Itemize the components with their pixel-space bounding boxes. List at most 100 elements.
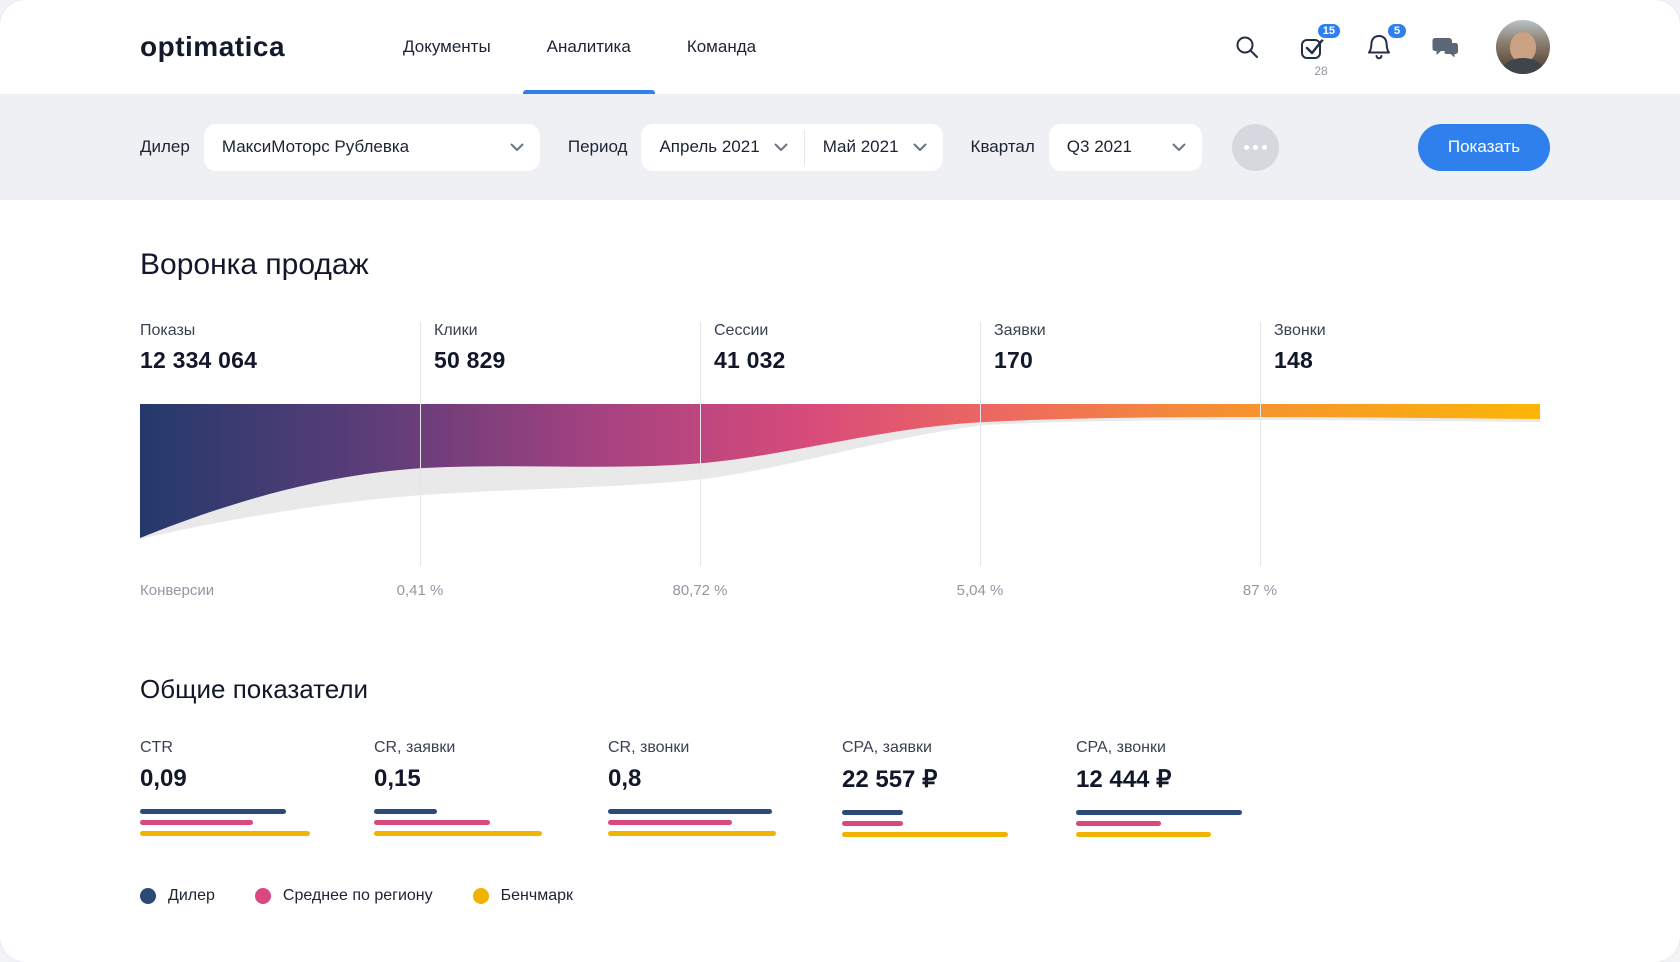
metric-card-cpa-calls: CPA, звонки 12 444 ₽ — [1076, 739, 1294, 843]
notifications-badge: 5 — [1386, 22, 1408, 40]
region-dot-icon — [254, 888, 271, 904]
tasks-button[interactable]: 15 28 — [1298, 22, 1342, 78]
dealer-bar — [842, 810, 904, 815]
metrics-section: Общие показатели CTR 0,09 CR, заявки 0,1… — [140, 674, 1540, 905]
nav-item-label: Команда — [686, 37, 757, 56]
stage-label: Звонки — [1274, 322, 1326, 339]
period-to-value: Май 2021 — [822, 137, 899, 156]
period-select-group: Апрель 2021 Май 2021 — [641, 123, 943, 171]
metric-card-cr-leads: CR, заявки 0,15 — [374, 739, 592, 843]
conversion-value: 80,72 % — [672, 582, 728, 599]
search-button[interactable] — [1232, 32, 1262, 62]
funnel-divider — [700, 322, 701, 566]
funnel-section-title: Воронка продаж — [140, 248, 369, 281]
quarter-filter-label: Квартал — [970, 137, 1035, 156]
metric-label: CPA, звонки — [1076, 739, 1166, 756]
conversions-label: Конверсии — [140, 582, 215, 599]
dealer-bar — [140, 809, 287, 814]
region-bar — [140, 820, 254, 825]
conversions-row: Конверсии 0,41 % 80,72 % 5,04 % 87 % — [140, 582, 1540, 602]
brand-logo: optimatica — [140, 31, 286, 62]
messages-button[interactable] — [1430, 32, 1460, 62]
funnel-divider — [1260, 322, 1261, 566]
user-avatar[interactable] — [1496, 20, 1550, 74]
legend-label: Бенчмарк — [500, 887, 574, 904]
region-bar — [374, 820, 490, 825]
region-bar — [842, 821, 904, 826]
funnel-stage-sessions: Сессии 41 032 — [700, 322, 980, 380]
quarter-select[interactable]: Q3 2021 — [1048, 123, 1202, 171]
metric-value: 12 444 ₽ — [1076, 766, 1172, 793]
stage-label: Показы — [140, 322, 196, 339]
metric-cards: CTR 0,09 CR, заявки 0,15 — [140, 739, 1540, 843]
funnel-stage-calls: Звонки 148 — [1260, 322, 1540, 380]
benchmark-bar — [608, 831, 776, 836]
stage-value: 170 — [994, 347, 1033, 373]
show-button[interactable]: Показать — [1418, 123, 1550, 171]
nav-item-label: Документы — [403, 37, 491, 56]
metric-label: CR, звонки — [608, 739, 690, 756]
nav-item-analytics[interactable]: Аналитика — [522, 0, 656, 94]
dealer-select[interactable]: МаксиМоторс Рублевка — [203, 123, 540, 171]
stage-value: 50 829 — [434, 347, 506, 373]
metric-card-cr-calls: CR, звонки 0,8 — [608, 739, 826, 843]
metric-card-ctr: CTR 0,09 — [140, 739, 358, 843]
metric-value: 0,8 — [608, 765, 642, 792]
conversion-value: 0,41 % — [396, 582, 444, 599]
dealer-filter-label: Дилер — [140, 137, 190, 156]
tasks-count: 28 — [1314, 64, 1328, 78]
period-from-select[interactable]: Апрель 2021 — [641, 124, 803, 171]
dealer-bar — [1076, 810, 1242, 815]
metric-value: 22 557 ₽ — [842, 766, 938, 793]
metric-bars — [140, 809, 358, 836]
region-bar — [608, 820, 733, 825]
legend-item-region: Среднее по региону — [254, 887, 433, 905]
bell-icon — [1368, 35, 1390, 60]
funnel-divider — [980, 322, 981, 566]
period-to-select[interactable]: Май 2021 — [805, 124, 943, 171]
main-nav: Документы Аналитика Команда — [403, 0, 756, 94]
chevron-down-icon — [913, 137, 927, 157]
metric-value: 0,15 — [374, 765, 421, 792]
nav-item-label: Аналитика — [546, 37, 631, 56]
chevron-down-icon — [1172, 143, 1186, 152]
stage-value: 148 — [1274, 347, 1313, 373]
notifications-button[interactable]: 5 — [1364, 22, 1408, 62]
chevron-down-icon — [510, 143, 524, 152]
funnel-chart-area: Показы 12 334 064 Клики 50 829 Сессии 41… — [140, 322, 1540, 602]
chevron-down-icon — [774, 137, 788, 157]
metric-bars — [374, 809, 592, 836]
funnel-stage-headers: Показы 12 334 064 Клики 50 829 Сессии 41… — [140, 322, 1540, 380]
benchmark-bar — [842, 832, 1008, 837]
metric-label: CPA, заявки — [842, 739, 932, 756]
legend-label: Среднее по региону — [282, 887, 433, 904]
funnel-chart — [140, 404, 1540, 539]
funnel-stage-leads: Заявки 170 — [980, 322, 1260, 380]
metric-label: CTR — [140, 739, 173, 756]
nav-item-documents[interactable]: Документы — [403, 0, 491, 94]
funnel-gradient-band — [140, 404, 1540, 538]
dealer-dot-icon — [140, 888, 156, 904]
nav-item-team[interactable]: Команда — [687, 0, 756, 94]
filter-bar: Дилер МаксиМоторс Рублевка Период Апрель… — [0, 94, 1680, 200]
header-actions: 15 28 5 — [1232, 20, 1550, 78]
stage-value: 12 334 064 — [140, 347, 258, 373]
metric-card-cpa-leads: CPA, заявки 22 557 ₽ — [842, 739, 1060, 843]
main-content: Воронка продаж Показы 12 334 064 Клики 5… — [0, 200, 1680, 905]
task-check-icon — [1301, 36, 1326, 59]
legend-item-benchmark: Бенчмарк — [472, 887, 574, 905]
stage-label: Клики — [434, 322, 478, 339]
conversion-value: 5,04 % — [956, 582, 1004, 599]
metric-bars — [608, 809, 826, 836]
more-filters-button[interactable] — [1231, 123, 1279, 171]
region-bar — [1076, 821, 1162, 826]
chart-legend: Дилер Среднее по региону Бенчмарк — [140, 887, 1540, 905]
chat-icon — [1432, 38, 1458, 58]
legend-label: Дилер — [168, 887, 215, 904]
dealer-bar — [608, 809, 772, 814]
period-filter-label: Период — [567, 137, 628, 156]
conversion-value: 87 % — [1242, 582, 1278, 599]
tasks-badge: 15 — [1315, 22, 1342, 40]
dealer-select-value: МаксиМоторс Рублевка — [221, 137, 410, 156]
